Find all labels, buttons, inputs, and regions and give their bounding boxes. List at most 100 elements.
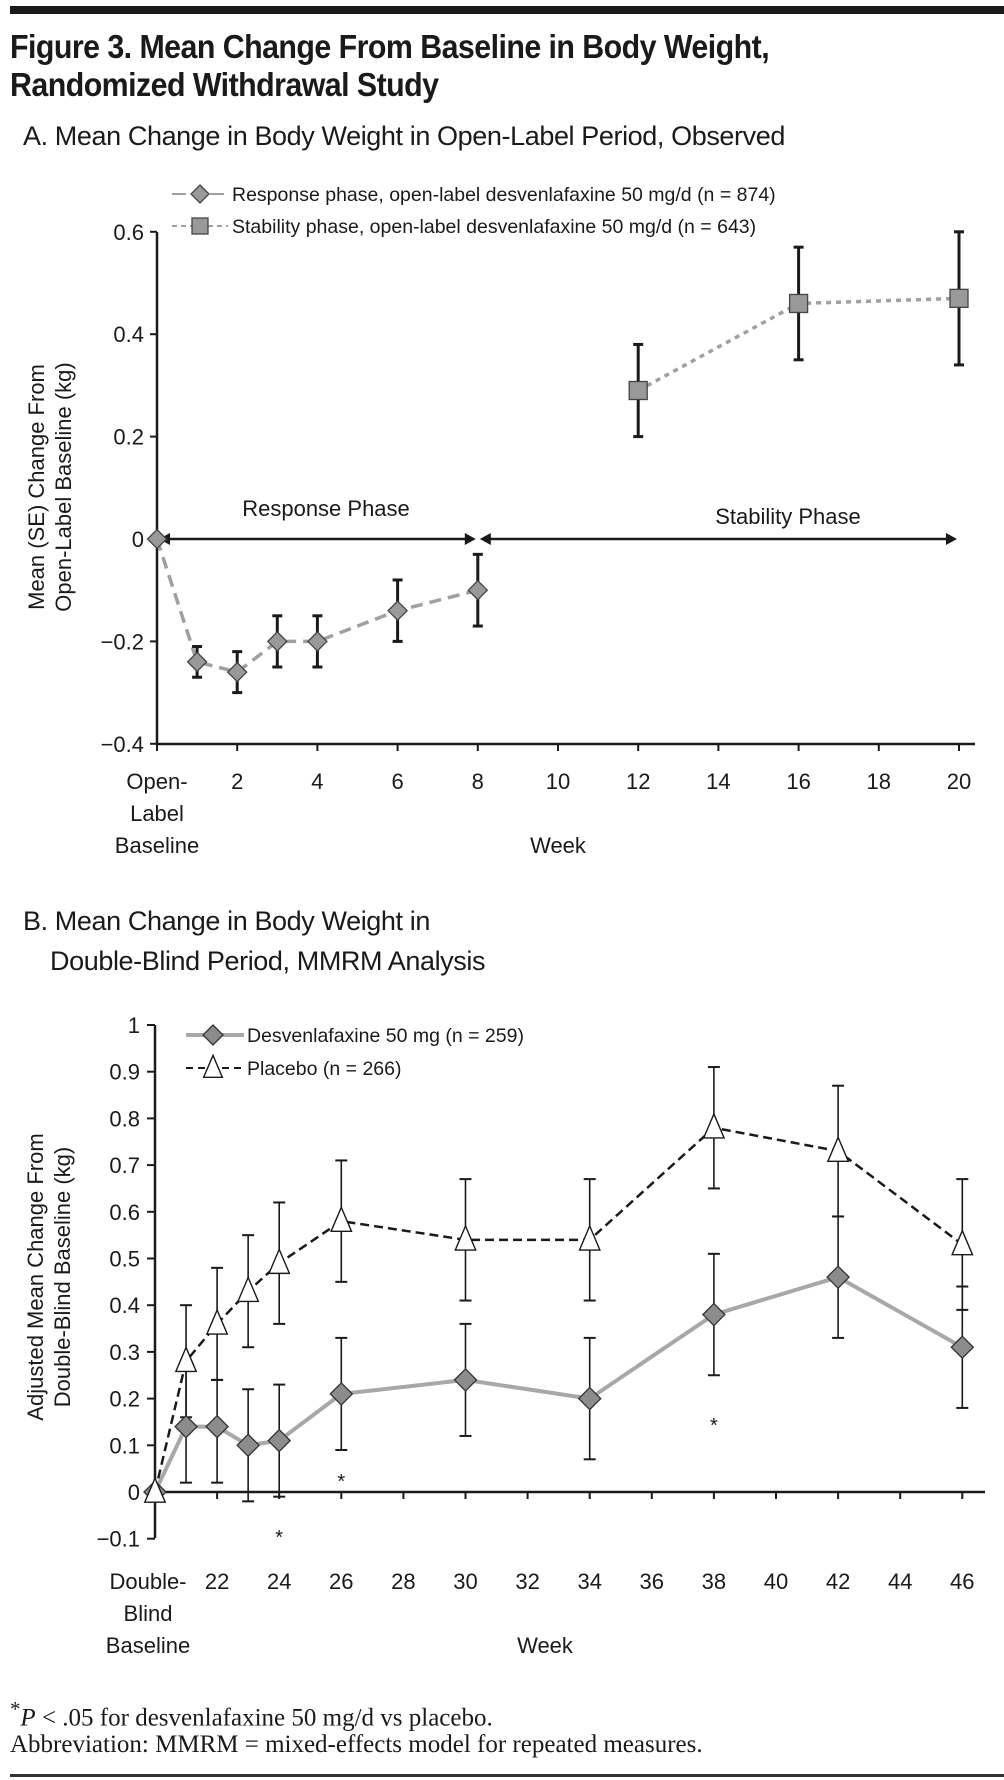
b-data-point [267,1247,291,1275]
a-data-point [949,288,969,309]
a-data-point [467,579,489,601]
phase-arrowhead-right [464,533,476,545]
b-x-axis-title: Week [517,1633,574,1658]
b-x-tick-label: 44 [888,1569,912,1594]
b-data-point [205,1308,229,1335]
a-data-point [226,661,248,683]
footnote-abbreviation: Abbreviation: MMRM = mixed-effects model… [10,1731,703,1758]
a-x-tick-label: 8 [472,769,484,794]
footnote-significance: *P < .05 for desvenlafaxine 50 mg/d vs p… [10,1697,493,1732]
phase-label: Stability Phase [715,504,861,529]
b-x-tick-label: 36 [640,1569,664,1594]
b-data-point [330,1205,353,1233]
panel-b-title-line2: Double-Blind Period, MMRM Analysis [50,946,486,976]
b-y-tick-label: 0.1 [109,1433,140,1458]
a-x-baseline-label: Open- [126,769,187,794]
significance-asterisk: * [710,1415,718,1437]
a-legend-marker [191,217,209,235]
b-data-point [701,1302,726,1327]
figure-title-line2: Randomized Withdrawal Study [10,66,439,103]
bottom-rule [10,1774,1004,1777]
a-x-tick-label: 12 [626,769,650,794]
a-x-tick-label: 18 [867,769,891,794]
footnote-p: P [20,1704,36,1732]
b-x-baseline-label: Blind [124,1601,173,1626]
top-rule [10,6,1004,14]
a-y-tick-label: 0.4 [113,322,144,347]
a-data-point [146,528,168,550]
a-data-point [266,630,288,652]
a-data-point [186,651,208,673]
footnote-star: * [10,1697,21,1721]
b-x-tick-label: 22 [205,1569,229,1594]
a-x-tick-label: 20 [947,769,971,794]
b-data-point [951,1228,974,1256]
panel-b-title-line1: B. Mean Change in Body Weight in [23,906,430,936]
b-y-tick-label: 0.5 [109,1247,140,1272]
b-x-tick-label: 26 [329,1569,353,1594]
a-data-point [628,380,648,401]
b-x-tick-label: 42 [826,1569,850,1594]
a-x-tick-label: 2 [231,769,243,794]
b-y-tick-label: 0.9 [109,1060,140,1085]
a-data-point [788,293,809,314]
b-y-tick-label: 0.6 [109,1200,140,1225]
a-x-baseline-label: Baseline [115,833,199,858]
b-legend-label: Desvenlafaxine 50 mg (n = 259) [247,1025,524,1047]
b-data-point [267,1428,292,1453]
b-data-point [174,1414,198,1439]
b-y-tick-label: 0.4 [109,1293,140,1318]
b-data-point [702,1112,726,1139]
significance-asterisk: * [275,1527,283,1549]
phase-arrowhead-left [479,533,491,545]
a-y-axis-title: Open-Label Baseline (kg) [51,362,76,611]
b-x-tick-label: 46 [950,1569,974,1594]
b-data-point [205,1414,230,1439]
b-data-point [174,1345,198,1373]
b-legend-marker [202,1024,224,1046]
b-y-tick-label: 0.2 [109,1387,140,1412]
b-x-tick-label: 38 [702,1569,726,1594]
b-data-point [453,1368,478,1392]
a-data-point [387,600,409,622]
b-y-axis-title: Double-Blind Baseline (kg) [50,1147,75,1407]
b-data-point [236,1275,260,1303]
a-y-tick-label: 0 [132,527,144,552]
a-x-tick-label: 16 [786,769,810,794]
b-y-tick-label: 0 [128,1480,140,1505]
a-data-point [306,630,328,652]
figure-title-line1: Figure 3. Mean Change From Baseline in B… [10,28,770,65]
b-x-tick-label: 32 [515,1569,539,1594]
b-y-tick-label: 0.8 [109,1106,140,1131]
panel-a-title: A. Mean Change in Body Weight in Open-La… [23,121,785,151]
b-x-tick-label: 30 [453,1569,477,1594]
a-x-baseline-label: Label [130,801,184,826]
b-x-tick-label: 24 [267,1569,291,1594]
b-data-point [578,1224,601,1251]
b-data-point [826,1135,850,1162]
b-x-tick-label: 28 [391,1569,415,1594]
b-data-point [454,1224,477,1251]
b-x-baseline-label: Baseline [106,1633,190,1658]
b-legend-label: Placebo (n = 266) [247,1058,401,1080]
a-legend-label: Stability phase, open-label desvenlafaxi… [232,216,756,238]
a-y-tick-label: −0.4 [101,732,144,757]
b-data-point [950,1335,975,1360]
b-data-point [143,1476,167,1503]
b-y-tick-label: 1 [128,1013,140,1038]
b-y-tick-label: −0.1 [97,1527,140,1552]
b-data-point [329,1382,354,1406]
a-legend-marker [190,184,210,204]
a-y-tick-label: 0.2 [113,425,144,450]
b-data-point [577,1386,602,1411]
a-y-axis-title: Mean (SE) Change From [24,364,49,610]
phase-arrowhead-right [946,533,957,545]
b-y-tick-label: 0.7 [109,1153,140,1178]
b-y-axis-title: Adjusted Mean Change From [23,1133,48,1420]
b-data-point [236,1433,261,1458]
b-y-tick-label: 0.3 [109,1340,140,1365]
significance-asterisk: * [337,1471,345,1493]
footnote-text: < .05 for desvenlafaxine 50 mg/d vs plac… [35,1704,493,1732]
b-x-tick-label: 40 [764,1569,788,1594]
